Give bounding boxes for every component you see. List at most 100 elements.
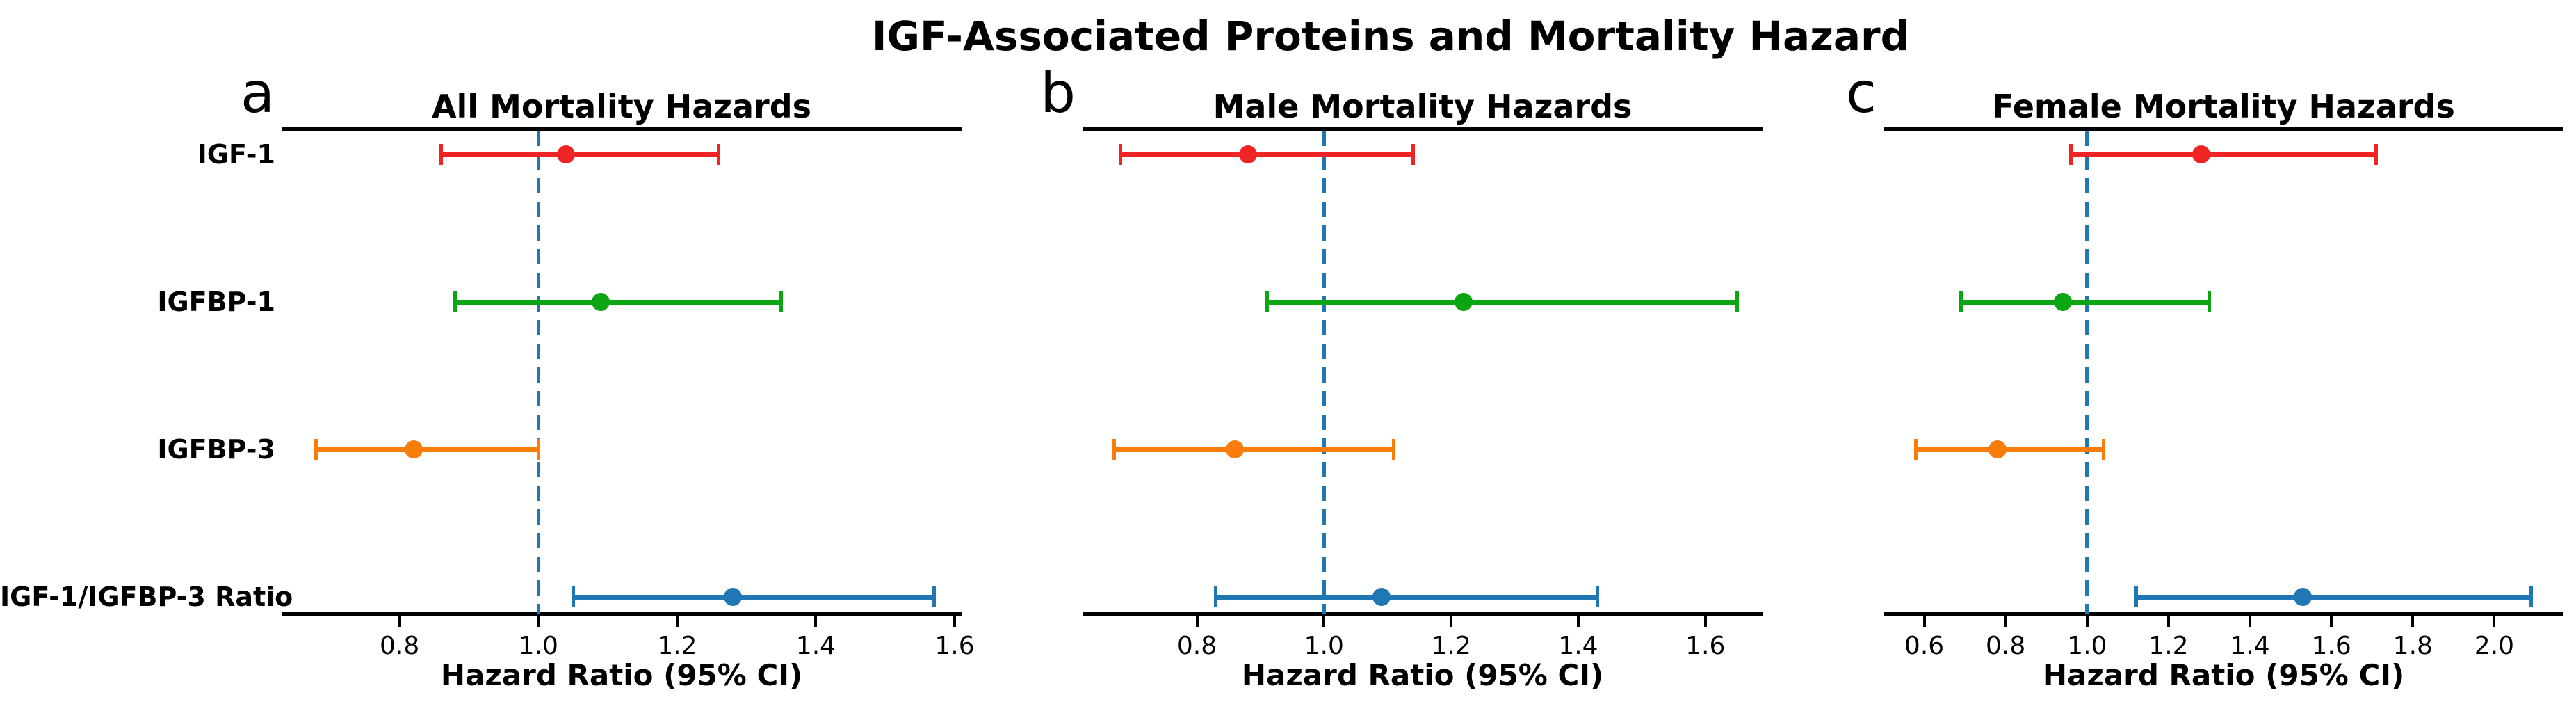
x-axis-tick: [2493, 616, 2496, 627]
x-axis-tick: [2411, 616, 2415, 627]
panel-letter: c: [1846, 61, 1877, 125]
ci-line: [2071, 152, 2376, 157]
ci-cap-left: [1914, 439, 1918, 460]
x-axis-tick: [1450, 616, 1453, 627]
row-label: IGFBP-3: [157, 434, 275, 465]
reference-line: [1322, 131, 1326, 614]
x-axis-tick: [1195, 616, 1199, 627]
x-tick-label: 1.2: [657, 632, 697, 660]
hazard-ratio-point: [404, 440, 423, 458]
panel-letter: a: [240, 61, 275, 125]
ci-cap-right: [2374, 144, 2379, 165]
panel-top-spine: [1884, 127, 2563, 131]
ci-cap-right: [1595, 586, 1599, 607]
x-axis-line: [1083, 612, 1763, 616]
panel-title: Female Mortality Hazards: [1992, 88, 2455, 125]
x-tick-label: 0.6: [1904, 632, 1945, 660]
x-axis-line: [1884, 612, 2563, 616]
x-axis-tick: [2004, 616, 2007, 627]
ci-cap-right: [536, 439, 540, 460]
hazard-ratio-point: [723, 588, 742, 606]
x-axis-title: Hazard Ratio (95% CI): [440, 658, 803, 692]
hazard-ratio-point: [2053, 293, 2072, 311]
x-tick-label: 2.0: [2474, 632, 2515, 660]
ci-cap-left: [1112, 439, 1117, 460]
panel-title: All Mortality Hazards: [431, 88, 812, 125]
reference-line: [2085, 131, 2089, 614]
ci-line: [441, 152, 719, 157]
hazard-ratio-point: [2192, 145, 2210, 163]
x-tick-label: 1.2: [1431, 632, 1471, 660]
x-axis-line: [282, 612, 962, 616]
x-tick-label: 1.8: [2392, 632, 2433, 660]
x-tick-label: 1.4: [795, 632, 836, 660]
x-axis-tick: [1922, 616, 1926, 627]
hazard-ratio-point: [1238, 145, 1257, 163]
ci-cap-left: [2068, 144, 2073, 165]
ci-cap-right: [779, 291, 784, 312]
x-axis-title: Hazard Ratio (95% CI): [1241, 658, 1604, 692]
ci-line: [316, 447, 539, 452]
ci-line: [573, 594, 934, 600]
panel-top-spine: [282, 127, 962, 131]
hazard-ratio-point: [557, 145, 576, 163]
ci-cap-right: [1735, 291, 1739, 312]
x-tick-label: 0.8: [1176, 632, 1217, 660]
ci-cap-right: [1411, 144, 1415, 165]
figure-title: IGF-Associated Proteins and Mortality Ha…: [871, 13, 1910, 60]
x-axis-tick: [953, 616, 957, 627]
x-axis-tick: [398, 616, 401, 627]
x-axis-title: Hazard Ratio (95% CI): [2042, 658, 2405, 692]
ci-cap-left: [1265, 291, 1269, 312]
ci-cap-left: [571, 586, 575, 607]
ci-line: [1267, 299, 1737, 305]
reference-line: [536, 131, 540, 614]
ci-cap-left: [1214, 586, 1218, 607]
hazard-ratio-point: [1372, 588, 1391, 606]
row-label: IGF-1: [197, 139, 275, 170]
hazard-ratio-point: [1455, 293, 1473, 311]
x-tick-label: 1.6: [1685, 632, 1726, 660]
panel-top-spine: [1083, 127, 1763, 131]
ci-cap-right: [2208, 291, 2211, 312]
panel-letter: b: [1040, 61, 1076, 125]
x-axis-tick: [2085, 616, 2089, 627]
row-label: IGF-1/IGFBP-3 Ratio: [0, 582, 293, 612]
ci-line: [1120, 152, 1413, 157]
ci-cap-right: [932, 586, 936, 607]
x-axis-tick: [675, 616, 679, 627]
ci-line: [1114, 447, 1394, 452]
x-axis-tick: [2330, 616, 2333, 627]
x-tick-label: 1.4: [2230, 632, 2270, 660]
ci-cap-left: [439, 144, 444, 165]
x-axis-tick: [2166, 616, 2170, 627]
x-tick-label: 1.4: [1558, 632, 1598, 660]
x-axis-tick: [537, 616, 540, 627]
ci-cap-right: [2529, 586, 2533, 607]
ci-cap-left: [453, 291, 457, 312]
x-tick-label: 1.0: [1304, 632, 1344, 660]
x-tick-label: 1.6: [2311, 632, 2351, 660]
ci-cap-left: [2134, 586, 2138, 607]
row-label: IGFBP-1: [157, 287, 275, 317]
ci-cap-left: [314, 439, 318, 460]
ci-cap-right: [717, 144, 721, 165]
hazard-ratio-point: [592, 293, 610, 311]
x-tick-label: 1.0: [2067, 632, 2107, 660]
x-axis-tick: [1322, 616, 1326, 627]
x-axis-tick: [2249, 616, 2252, 627]
x-axis-tick: [1576, 616, 1580, 627]
x-tick-label: 1.2: [2148, 632, 2189, 660]
ci-line: [455, 299, 781, 305]
x-axis-tick: [1703, 616, 1707, 627]
panel-title: Male Mortality Hazards: [1213, 88, 1633, 125]
hazard-ratio-point: [1988, 440, 2007, 458]
ci-cap-right: [1392, 439, 1396, 460]
x-tick-label: 1.0: [518, 632, 558, 660]
ci-line: [2136, 594, 2532, 600]
ci-line: [1961, 299, 2210, 305]
ci-cap-right: [2101, 439, 2105, 460]
ci-cap-left: [1959, 291, 1963, 312]
